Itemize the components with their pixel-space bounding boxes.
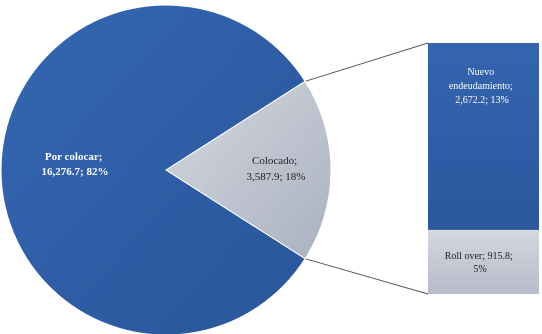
data-label-nuevo-endeudamiento-line-2: endeudamiento; xyxy=(449,81,513,92)
data-label-roll-over: Roll over; 915.8; 5% xyxy=(445,251,516,275)
data-label-colocado: Colocado; 3,587.9; 18% xyxy=(247,155,306,183)
connector-line-bottom xyxy=(305,258,429,295)
data-label-roll-over-line-1: Roll over; 915.8; xyxy=(445,251,513,262)
data-label-por-colocar: Por colocar; 16,276.7; 82% xyxy=(42,151,109,178)
data-label-por-colocar-line-2: 16,276.7; 82% xyxy=(42,166,109,178)
bar-segment-nuevo-endeudamiento xyxy=(428,43,539,230)
data-label-colocado-line-1: Colocado; xyxy=(252,155,297,167)
data-label-nuevo-endeudamiento-line-1: Nuevo xyxy=(467,67,494,78)
bar-segment-roll-over xyxy=(428,229,539,294)
pie-slice-por-colocar xyxy=(0,4,306,334)
data-label-roll-over-line-2: 5% xyxy=(473,264,486,275)
data-label-nuevo-endeudamiento: Nuevo endeudamiento; 2,672.2; 13% xyxy=(449,67,515,106)
data-label-nuevo-endeudamiento-line-3: 2,672.2; 13% xyxy=(455,95,509,106)
data-label-por-colocar-line-1: Por colocar; xyxy=(45,151,103,163)
pie-slice-colocado xyxy=(165,80,332,260)
connector-line-top xyxy=(304,42,429,82)
data-label-colocado-line-2: 3,587.9; 18% xyxy=(247,171,306,183)
